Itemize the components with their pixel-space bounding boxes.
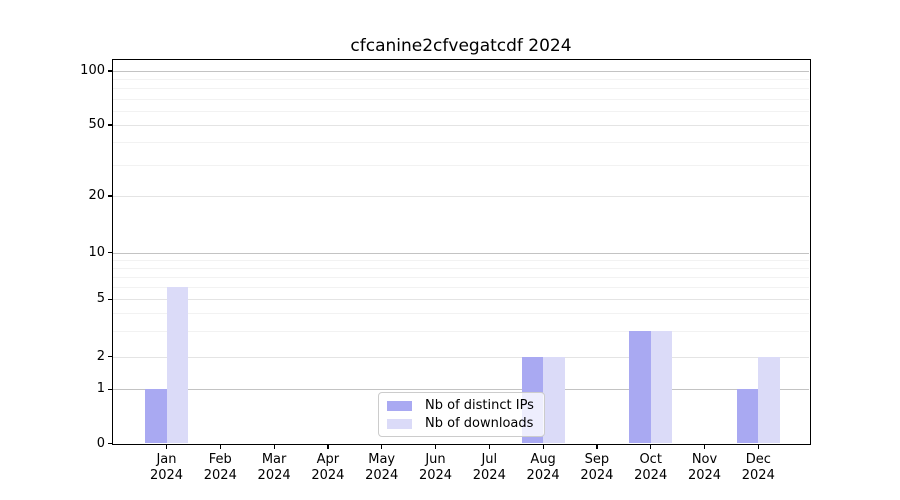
y-gridline-minor [112, 313, 810, 315]
x-tick-mark [165, 444, 168, 449]
x-tick-label: Jul 2024 [472, 452, 506, 483]
y-tick-mark [108, 442, 113, 445]
x-tick-label: Oct 2024 [634, 452, 668, 483]
y-gridline-minor [112, 110, 810, 112]
x-tick-label: May 2024 [365, 452, 399, 483]
x-tick-mark [542, 444, 544, 449]
y-tick-mark [108, 70, 113, 72]
x-tick-label: Apr 2024 [311, 452, 345, 483]
legend-swatch-distinct-ips [387, 400, 412, 411]
y-tick-label: 2 [96, 348, 105, 364]
y-gridline-minor [112, 331, 810, 333]
y-tick-mark [108, 252, 113, 254]
x-tick-mark [434, 444, 437, 449]
bar-downloads [543, 356, 565, 444]
bar-downloads [758, 356, 780, 444]
x-tick-label: Jun 2024 [418, 452, 453, 483]
legend-label-distinct-ips: Nb of distinct IPs [425, 398, 534, 413]
x-tick-mark [703, 444, 706, 449]
y-tick-mark [108, 356, 113, 358]
bar-downloads [650, 331, 673, 444]
x-tick-mark [219, 444, 221, 449]
y-gridline-major [112, 71, 810, 72]
y-tick-mark [108, 195, 113, 197]
x-tick-label: Dec 2024 [741, 452, 775, 483]
y-gridline-minor [112, 276, 810, 278]
y-tick-mark [108, 388, 113, 390]
y-gridline-major [112, 356, 810, 358]
x-tick-label: Feb 2024 [203, 452, 237, 483]
x-tick-mark [757, 444, 759, 449]
y-tick-label: 1 [96, 381, 105, 397]
y-gridline-minor [112, 164, 810, 166]
x-tick-label: Mar 2024 [257, 452, 291, 483]
plot-area [111, 59, 811, 445]
y-tick-label: 100 [80, 63, 105, 78]
y-gridline-minor [112, 267, 810, 269]
x-tick-label: Jan 2024 [149, 452, 184, 483]
y-tick-mark [108, 298, 113, 300]
bar-distinct-ips [629, 331, 651, 444]
y-gridline-major [112, 252, 810, 254]
x-tick-label: Sep 2024 [580, 452, 614, 483]
y-gridline-major [112, 196, 810, 197]
y-gridline-minor [112, 88, 810, 90]
legend: Nb of distinct IPs Nb of downloads [378, 392, 545, 437]
y-tick-label: 5 [96, 291, 105, 307]
y-gridline-minor [112, 98, 810, 100]
y-tick-label: 50 [88, 117, 105, 132]
y-gridline-major [112, 389, 810, 391]
y-gridline-major [112, 125, 810, 126]
x-tick-mark [596, 444, 598, 449]
legend-item-downloads: Nb of downloads [387, 416, 536, 431]
x-tick-mark [327, 444, 329, 449]
bar-downloads [166, 287, 188, 444]
y-gridline-minor [112, 79, 810, 81]
chart-title: cfcanine2cfvegatcdf 2024 [350, 36, 572, 56]
y-gridline-minor [112, 142, 810, 144]
legend-swatch-downloads [387, 418, 412, 429]
y-tick-label: 10 [88, 244, 105, 260]
y-gridline-minor [112, 287, 810, 289]
legend-item-distinct-ips: Nb of distinct IPs [387, 398, 536, 413]
bar-distinct-ips [736, 389, 759, 444]
x-tick-mark [488, 444, 490, 449]
legend-label-downloads: Nb of downloads [425, 416, 534, 431]
x-tick-label: Nov 2024 [687, 452, 722, 483]
bar-distinct-ips [145, 389, 167, 444]
x-tick-mark [650, 444, 652, 449]
y-tick-label: 0 [96, 435, 105, 451]
y-tick-mark [108, 124, 113, 126]
x-tick-label: Aug 2024 [526, 452, 560, 483]
x-tick-mark [273, 444, 275, 449]
y-gridline-minor [112, 259, 810, 261]
x-tick-mark [381, 444, 383, 449]
y-tick-label: 20 [88, 188, 105, 203]
y-gridline-major [112, 299, 810, 301]
